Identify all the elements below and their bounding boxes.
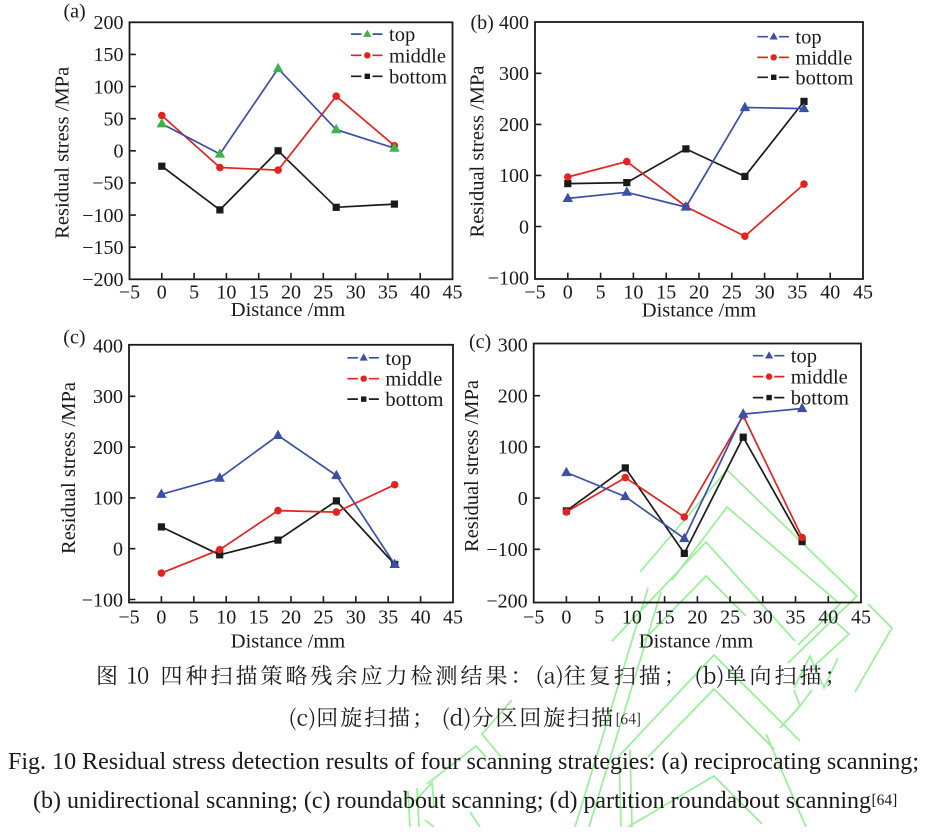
svg-text:(b): (b) [471,12,494,34]
svg-text:0: 0 [157,282,167,304]
svg-text:100: 100 [498,437,528,459]
svg-text:300: 300 [499,63,529,85]
svg-text:45: 45 [851,607,871,629]
svg-text:40: 40 [820,282,840,304]
svg-text:Residual stress /MPa: Residual stress /MPa [461,380,483,552]
svg-text:0: 0 [114,141,124,163]
svg-text:40: 40 [410,282,430,304]
svg-text:0: 0 [518,488,528,510]
svg-text:10: 10 [216,282,236,304]
svg-text:400: 400 [93,335,123,357]
svg-text:5: 5 [189,607,199,629]
svg-text:middle: middle [389,45,446,67]
svg-text:10: 10 [623,282,643,304]
svg-text:Residual stress /MPa: Residual stress /MPa [58,382,80,554]
svg-text:20: 20 [687,607,707,629]
svg-text:bottom: bottom [795,67,853,89]
svg-text:15: 15 [656,282,676,304]
svg-text:5: 5 [596,282,606,304]
svg-text:Distance /mm: Distance /mm [639,631,753,653]
svg-text:400: 400 [499,12,529,34]
svg-text:middle: middle [791,367,848,389]
svg-text:top: top [389,24,415,46]
svg-text:100: 100 [93,488,123,510]
svg-text:−100: −100 [82,205,123,227]
svg-text:(c): (c) [469,331,491,353]
svg-text:−150: −150 [82,237,123,259]
svg-text:0: 0 [563,282,573,304]
svg-text:45: 45 [853,282,873,304]
svg-text:200: 200 [94,12,124,34]
svg-text:5: 5 [189,282,199,304]
svg-text:middle: middle [385,369,442,391]
svg-text:25: 25 [722,282,742,304]
svg-text:(a): (a) [64,1,86,23]
svg-text:−50: −50 [92,173,123,195]
svg-text:25: 25 [720,607,740,629]
svg-text:−100: −100 [82,589,123,611]
svg-text:Residual stress /MPa: Residual stress /MPa [52,67,74,239]
svg-text:40: 40 [818,607,838,629]
svg-text:30: 30 [346,282,366,304]
svg-text:[64]: [64] [872,792,898,809]
svg-text:25: 25 [313,607,333,629]
svg-text:35: 35 [378,282,398,304]
svg-text:Distance /mm: Distance /mm [642,300,756,322]
svg-text:top: top [385,348,411,370]
svg-text:bottom: bottom [389,66,447,88]
svg-text:35: 35 [378,607,398,629]
svg-text:10: 10 [622,607,642,629]
svg-text:top: top [795,27,821,49]
svg-text:20: 20 [281,607,301,629]
svg-text:45: 45 [443,607,463,629]
svg-text:Fig. 10 Residual stress detect: Fig. 10 Residual stress detection result… [8,749,919,775]
svg-text:Distance /mm: Distance /mm [231,299,345,321]
svg-text:100: 100 [499,165,529,187]
svg-text:300: 300 [93,386,123,408]
svg-text:300: 300 [498,334,528,356]
svg-text:10: 10 [216,607,236,629]
svg-text:15: 15 [249,607,269,629]
svg-text:40: 40 [411,607,431,629]
svg-text:top: top [791,346,817,368]
svg-text:−100: −100 [486,539,527,561]
svg-text:5: 5 [594,607,604,629]
svg-text:20: 20 [281,282,301,304]
svg-text:200: 200 [498,386,528,408]
svg-text:50: 50 [104,109,124,131]
svg-text:30: 30 [346,607,366,629]
svg-text:150: 150 [94,44,124,66]
svg-text:0: 0 [113,539,123,561]
svg-text:−5: −5 [523,607,544,629]
svg-text:0: 0 [519,216,529,238]
svg-text:0: 0 [156,607,166,629]
svg-text:−200: −200 [82,269,123,291]
svg-text:−100: −100 [488,267,529,289]
svg-text:35: 35 [786,607,806,629]
svg-text:30: 30 [753,607,773,629]
svg-text:45: 45 [443,282,463,304]
svg-text:0: 0 [561,607,571,629]
svg-text:Residual stress /MPa: Residual stress /MPa [467,66,489,238]
svg-text:(c): (c) [63,327,85,349]
svg-text:middle: middle [795,47,852,69]
svg-text:200: 200 [93,437,123,459]
svg-text:25: 25 [313,282,333,304]
svg-text:20: 20 [689,282,709,304]
svg-text:30: 30 [755,282,775,304]
svg-text:15: 15 [249,282,269,304]
svg-text:(b) unidirectional scanning; (: (b) unidirectional scanning; (c) roundab… [33,788,871,814]
svg-text:bottom: bottom [385,389,443,411]
svg-text:Distance /mm: Distance /mm [231,631,345,653]
svg-text:−5: −5 [524,282,545,304]
svg-text:−5: −5 [118,607,139,629]
svg-text:−200: −200 [486,590,527,612]
svg-text:−5: −5 [119,282,140,304]
svg-text:100: 100 [94,76,124,98]
svg-text:bottom: bottom [791,388,849,410]
svg-text:200: 200 [499,114,529,136]
svg-text:15: 15 [655,607,675,629]
svg-text:35: 35 [787,282,807,304]
